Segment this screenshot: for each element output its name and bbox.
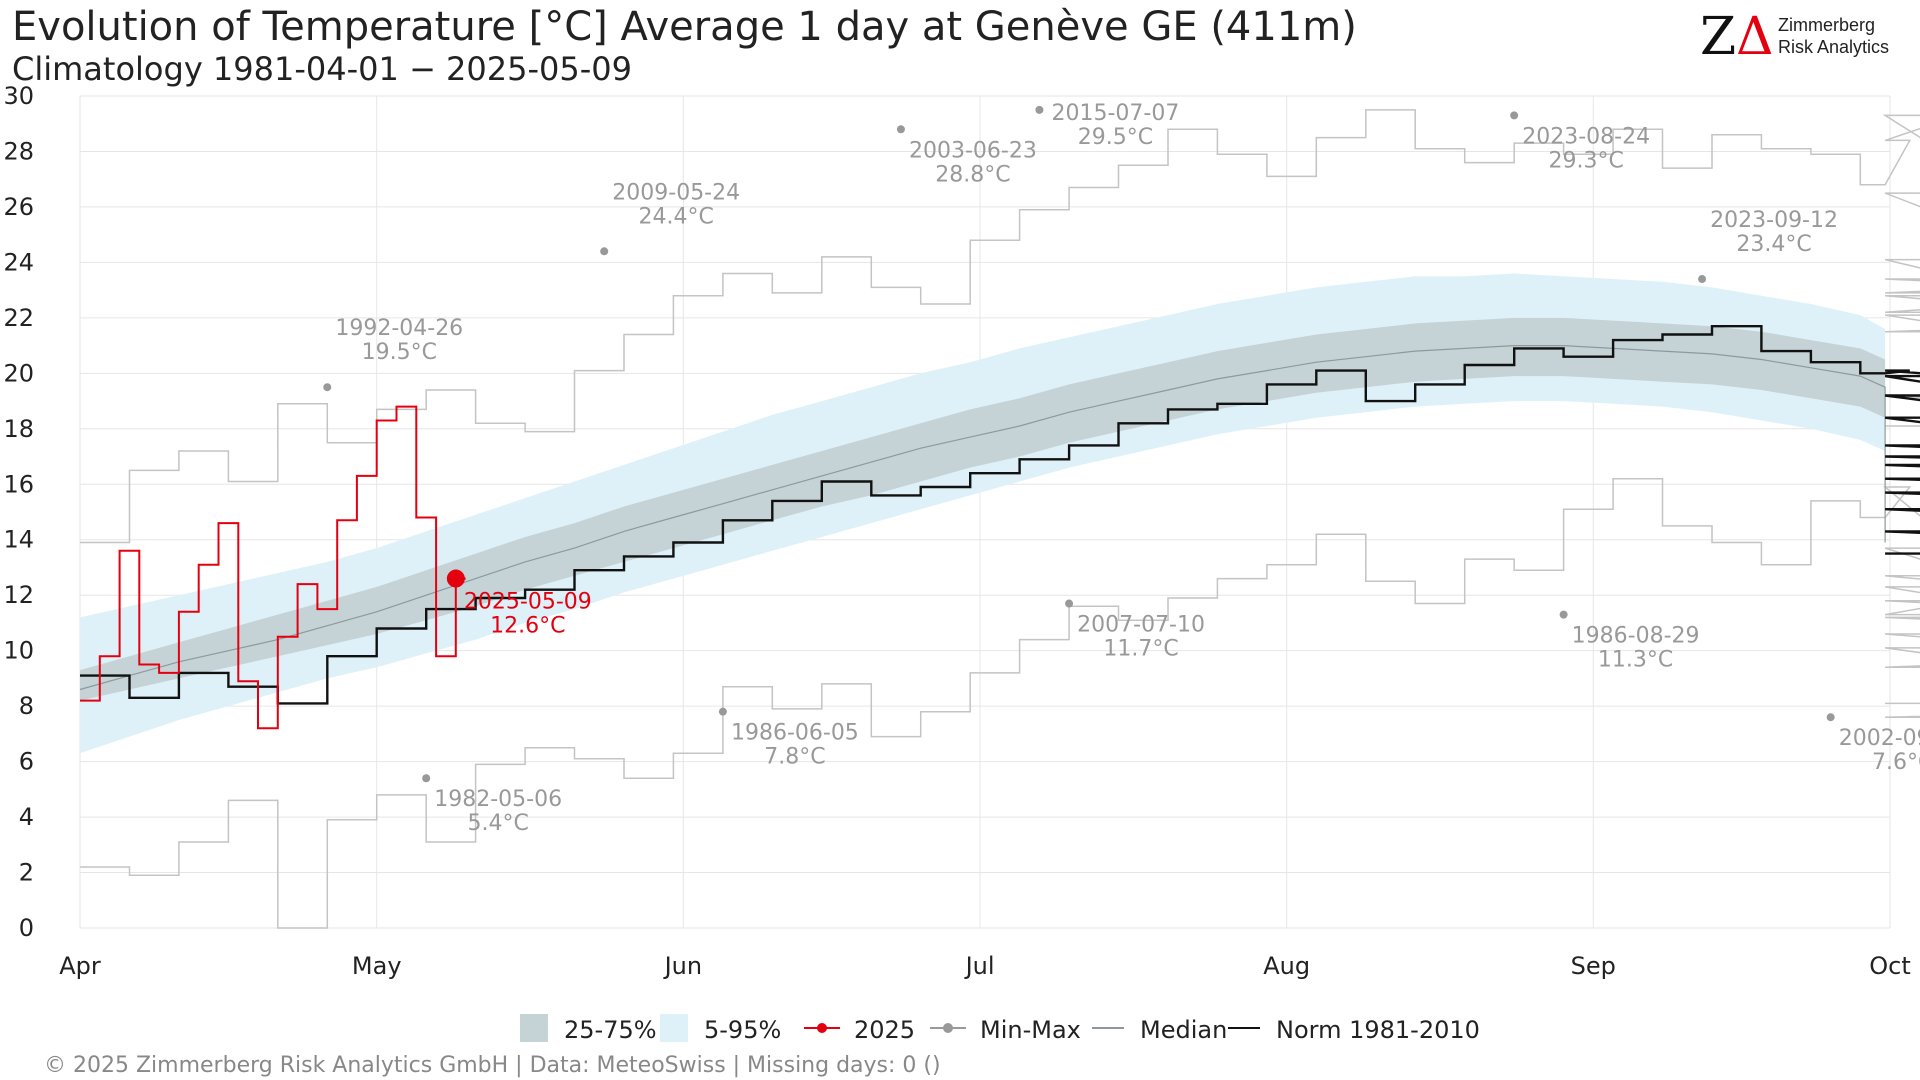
- band-5-95: [80, 273, 1886, 754]
- record-value-label: 11.3°C: [1598, 648, 1673, 673]
- record-point: [718, 707, 727, 716]
- legend-label: Min-Max: [980, 1016, 1081, 1044]
- legend-swatch-band: [520, 1014, 548, 1042]
- record-date-label: 1982-05-06: [434, 787, 562, 812]
- record-point: [422, 774, 431, 783]
- record-value-label: 29.3°C: [1548, 148, 1623, 173]
- record-date-label: 2002-09-25: [1839, 726, 1920, 751]
- series-line-norm: [80, 325, 1920, 705]
- current-point: [446, 569, 465, 588]
- grid: [79, 95, 1891, 929]
- current-date-label: 2025-05-09: [464, 590, 592, 615]
- legend: 25-75% 5-95% 2025 Min-Max Median Norm 1981-20…: [520, 1014, 1480, 1044]
- y-tick-label: 18: [3, 415, 34, 443]
- record-date-label: 2023-09-12: [1710, 208, 1838, 233]
- y-tick-label: 16: [3, 470, 34, 498]
- y-tick-label: 14: [3, 526, 34, 554]
- y-tick-label: 26: [3, 193, 34, 221]
- y-tick-label: 6: [19, 748, 34, 776]
- record-value-label: 29.5°C: [1078, 125, 1153, 150]
- y-tick-label: 28: [3, 137, 34, 165]
- legend-swatch-band: [660, 1014, 688, 1042]
- y-tick-label: 12: [3, 581, 34, 609]
- y-tick-label: 2: [19, 859, 34, 887]
- record-point: [1559, 610, 1568, 619]
- series-line-2025: [80, 405, 466, 730]
- series-line-median: [79, 345, 1886, 691]
- x-tick-label: Apr: [59, 952, 101, 980]
- y-tick-label: 8: [19, 692, 34, 720]
- record-date-label: 2009-05-24: [612, 180, 740, 205]
- legend-label: 25-75%: [564, 1016, 657, 1044]
- record-point: [1065, 599, 1074, 608]
- record-point: [1698, 275, 1707, 284]
- record-value-label: 28.8°C: [935, 162, 1010, 187]
- record-point: [600, 247, 609, 256]
- record-point: [1035, 105, 1044, 114]
- x-tick-label: Sep: [1571, 952, 1616, 980]
- x-tick-label: May: [352, 952, 402, 980]
- record-point: [896, 125, 905, 134]
- logo-a: Δ: [1736, 7, 1774, 67]
- legend-label: Median: [1140, 1016, 1227, 1044]
- record-value-label: 11.7°C: [1103, 637, 1178, 662]
- legend-label: Norm 1981-2010: [1276, 1016, 1480, 1044]
- x-tick-label: Aug: [1263, 952, 1310, 980]
- legend-swatch-point: [943, 1023, 953, 1033]
- record-value-label: 7.8°C: [764, 745, 825, 770]
- y-tick-label: 10: [3, 637, 34, 665]
- x-axis-ticks: Apr May Jun Jul Aug Sep Oct: [59, 952, 1911, 980]
- logo-z: Z: [1700, 7, 1736, 67]
- band-25-75: [80, 317, 1886, 701]
- record-date-label: 2003-06-23: [909, 138, 1037, 163]
- record-point: [1510, 111, 1519, 120]
- logo: Z Δ Zimmerberg Risk Analytics: [1700, 7, 1889, 67]
- legend-label: 5-95%: [704, 1016, 781, 1044]
- series-lines: [79, 109, 1920, 929]
- y-tick-label: 20: [3, 359, 34, 387]
- current-value-label: 12.6°C: [490, 614, 565, 639]
- record-value-label: 19.5°C: [362, 340, 437, 365]
- record-date-label: 1986-06-05: [731, 721, 859, 746]
- record-date-label: 2023-08-24: [1522, 124, 1650, 149]
- record-point: [323, 383, 332, 392]
- record-value-label: 23.4°C: [1736, 232, 1811, 257]
- record-date-label: 2007-07-10: [1077, 613, 1205, 638]
- footer-credit: © 2025 Zimmerberg Risk Analytics GmbH | …: [44, 1053, 941, 1078]
- record-date-label: 2015-07-07: [1051, 101, 1179, 126]
- legend-swatch-point: [817, 1023, 827, 1033]
- percentile-bands: [80, 273, 1886, 754]
- record-value-label: 24.4°C: [639, 204, 714, 229]
- logo-line2: Risk Analytics: [1778, 37, 1889, 57]
- y-tick-label: 4: [19, 803, 34, 831]
- y-tick-label: 22: [3, 304, 34, 332]
- series-line-min: [80, 477, 1920, 929]
- x-tick-label: Jun: [663, 952, 703, 980]
- y-tick-label: 30: [3, 82, 34, 110]
- y-tick-label: 24: [3, 248, 34, 276]
- x-tick-label: Jul: [964, 952, 995, 980]
- chart-subtitle: Climatology 1981-04-01 − 2025-05-09: [12, 50, 632, 88]
- record-date-label: 1992-04-26: [335, 316, 463, 341]
- x-tick-label: Oct: [1869, 952, 1911, 980]
- series-line-max: [80, 109, 1920, 544]
- record-date-label: 1986-08-29: [1572, 624, 1700, 649]
- record-value-label: 5.4°C: [467, 811, 528, 836]
- record-value-label: 7.6°C: [1872, 750, 1920, 775]
- chart-title: Evolution of Temperature [°C] Average 1 …: [12, 4, 1357, 50]
- logo-line1: Zimmerberg: [1778, 15, 1875, 35]
- legend-label: 2025: [854, 1016, 915, 1044]
- record-point: [1826, 713, 1835, 722]
- y-tick-label: 0: [19, 914, 34, 942]
